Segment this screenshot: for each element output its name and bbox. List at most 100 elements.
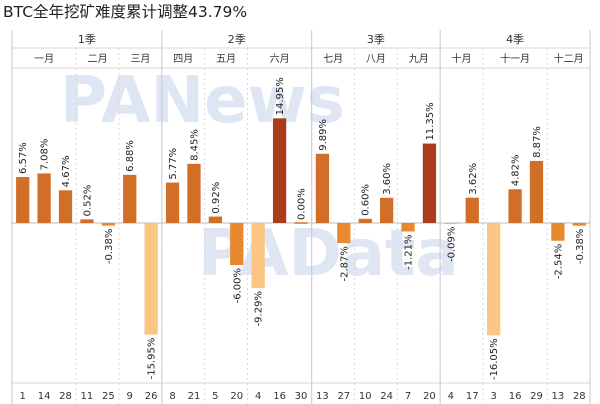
value-label: 3.60%	[382, 163, 393, 195]
bar	[165, 182, 180, 223]
value-label: 8.87%	[532, 126, 543, 158]
value-label: 0.92%	[211, 182, 222, 214]
page-title: BTC全年挖矿难度累计调整43.79%	[3, 3, 248, 21]
month-label: 一月	[34, 53, 54, 65]
day-label: 11	[81, 391, 94, 402]
bar	[487, 223, 501, 336]
day-label: 30	[295, 391, 308, 402]
value-label: 5.77%	[168, 148, 179, 180]
day-label: 1	[20, 391, 26, 402]
day-label: 17	[466, 391, 479, 402]
day-label: 16	[273, 391, 286, 402]
day-label: 16	[509, 391, 522, 402]
day-label: 9	[127, 391, 133, 402]
day-label: 28	[59, 391, 72, 402]
bar	[123, 174, 137, 223]
day-label: 20	[230, 391, 243, 402]
value-label: 0.60%	[361, 184, 372, 216]
value-label: -6.00%	[232, 268, 243, 303]
month-label: 十月	[452, 52, 472, 65]
value-label: -15.95%	[147, 338, 158, 380]
value-label: -0.09%	[446, 227, 457, 262]
bar	[187, 163, 201, 223]
month-label: 七月	[323, 53, 343, 65]
month-label: 十二月	[554, 52, 584, 65]
value-label: 6.88%	[125, 140, 136, 172]
bar	[337, 223, 351, 244]
quarter-label: 1季	[78, 33, 96, 46]
day-label: 8	[169, 391, 175, 402]
month-label: 二月	[88, 53, 108, 65]
value-label: 4.82%	[511, 154, 522, 186]
bar	[444, 223, 458, 224]
day-label: 4	[448, 391, 454, 402]
bar	[101, 223, 115, 226]
day-label: 7	[405, 391, 411, 402]
day-label: 13	[316, 391, 329, 402]
value-label: 3.62%	[468, 163, 479, 195]
bar	[230, 223, 244, 265]
bar	[16, 177, 30, 223]
day-label: 21	[188, 391, 201, 402]
quarter-label: 3季	[367, 33, 385, 46]
month-label: 八月	[366, 53, 386, 65]
bar	[208, 216, 223, 223]
value-label: -0.38%	[575, 229, 586, 264]
bar	[379, 197, 394, 223]
bar	[529, 160, 544, 223]
month-label: 四月	[173, 53, 193, 65]
value-label: 0.52%	[82, 185, 93, 217]
month-label: 九月	[409, 53, 429, 65]
value-label: 6.57%	[18, 142, 29, 174]
day-label: 28	[573, 391, 586, 402]
value-label: 11.35%	[425, 102, 436, 140]
day-label: 3	[490, 391, 496, 402]
value-label: 8.45%	[189, 129, 200, 161]
labels: 一月 二月 三月 四月 五月 六月 七月 八月 九月 十月 十一月 十二月 1季 2季 3季 4季 6.57% 1…	[18, 33, 586, 402]
bar	[80, 219, 94, 223]
day-label: 27	[337, 391, 350, 402]
bar	[58, 190, 73, 223]
bar	[294, 222, 308, 224]
value-label: 0.00%	[297, 188, 308, 220]
quarter-label: 2季	[228, 33, 246, 46]
day-label: 10	[359, 391, 372, 402]
bar	[508, 189, 522, 223]
bar	[144, 223, 158, 335]
bar	[465, 197, 479, 223]
value-label: 14.95%	[275, 77, 286, 115]
bar	[315, 153, 330, 223]
bar	[572, 223, 586, 226]
value-label: -16.05%	[489, 338, 500, 380]
value-label: -1.21%	[404, 234, 415, 269]
bar	[551, 223, 565, 241]
bar	[272, 118, 287, 223]
month-label: 三月	[130, 53, 150, 65]
day-label: 13	[552, 391, 565, 402]
day-label: 29	[530, 391, 543, 402]
bar	[251, 223, 265, 289]
quarter-label: 4季	[506, 33, 524, 46]
month-label: 十一月	[500, 52, 530, 65]
value-label: -2.54%	[553, 244, 564, 279]
value-label: -0.38%	[104, 229, 115, 264]
watermark-top: PANews	[60, 64, 345, 138]
bar	[358, 218, 372, 223]
day-label: 24	[380, 391, 393, 402]
day-label: 5	[212, 391, 218, 402]
bar	[37, 173, 51, 223]
value-label: 4.67%	[61, 156, 72, 188]
bars	[16, 118, 586, 336]
bar	[422, 143, 437, 223]
bar	[401, 223, 415, 232]
day-label: 14	[38, 391, 51, 402]
value-label: 9.89%	[318, 119, 329, 151]
day-label: 20	[423, 391, 436, 402]
day-label: 26	[145, 391, 158, 402]
value-label: 7.08%	[40, 139, 51, 171]
month-label: 六月	[270, 53, 290, 65]
day-label: 25	[102, 391, 115, 402]
value-label: -2.87%	[339, 246, 350, 281]
value-label: -9.29%	[254, 291, 265, 326]
